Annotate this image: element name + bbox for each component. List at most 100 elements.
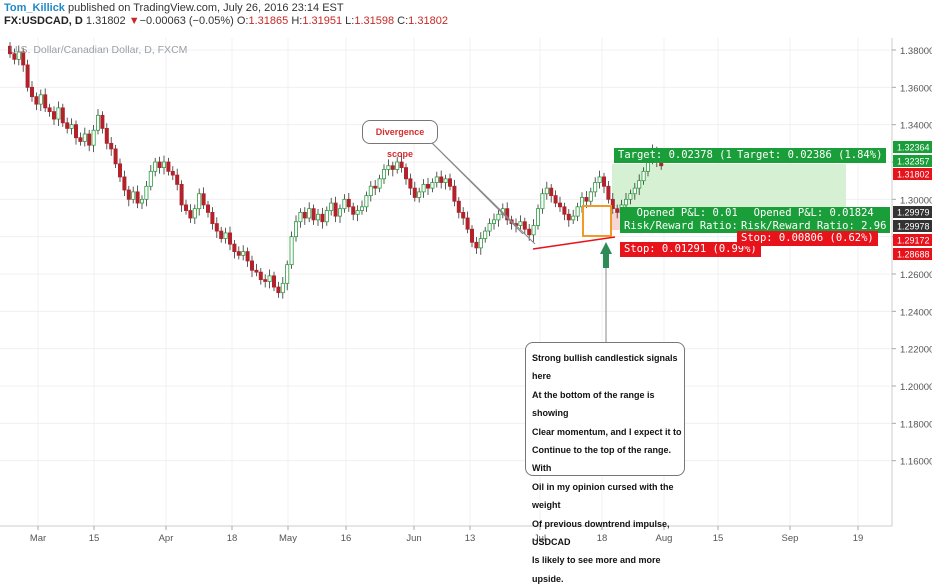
divergence-note[interactable]: Divergence scope xyxy=(362,120,438,159)
candle-body xyxy=(280,282,285,294)
candle-body xyxy=(135,191,140,204)
price-label-bg xyxy=(893,234,932,246)
analysis-line: Clear momentum, and I expect it to xyxy=(532,426,682,437)
candle-body xyxy=(249,260,254,271)
candle-body xyxy=(602,176,607,187)
candle-body xyxy=(412,187,417,198)
candle-body xyxy=(258,271,263,280)
price-change: −0.00063 (−0.05%) xyxy=(139,15,234,27)
candle-body xyxy=(139,198,144,204)
candle-body xyxy=(100,114,105,129)
candle-body xyxy=(263,279,268,282)
candle-body xyxy=(373,185,378,189)
candle-body xyxy=(483,230,488,239)
candle-body xyxy=(496,213,501,221)
candle-body xyxy=(403,167,408,180)
analysis-line: Oil in my opinion cursed with the weight xyxy=(532,481,674,511)
candle-body xyxy=(12,53,17,60)
highlight-box xyxy=(582,205,612,237)
candle-body xyxy=(43,94,48,109)
candle-body xyxy=(302,211,307,219)
candle-body xyxy=(166,161,171,172)
candle-body xyxy=(192,208,197,219)
candle-body xyxy=(285,264,290,284)
candle-body xyxy=(7,45,12,55)
candle-body xyxy=(522,221,527,230)
candle-body xyxy=(593,182,598,193)
candle-body xyxy=(157,161,162,168)
price-chart[interactable]: 1.380001.360001.340001.320001.300001.280… xyxy=(0,0,932,550)
x-tick-label: 15 xyxy=(713,533,724,544)
candle-body xyxy=(474,241,479,249)
candle-body xyxy=(377,178,382,189)
candle-body xyxy=(153,161,158,172)
analysis-note[interactable]: Strong bullish candlestick signals here A… xyxy=(525,342,685,584)
candle-body xyxy=(29,86,34,98)
candle-body xyxy=(637,180,642,189)
candle-body xyxy=(536,208,541,226)
trend-line xyxy=(532,236,616,250)
candle-body xyxy=(351,206,356,215)
analysis-line: Is likely to see more and more upside. xyxy=(532,555,661,584)
candle-body xyxy=(478,238,483,249)
candle-body xyxy=(201,193,206,206)
candle-body xyxy=(214,223,219,232)
candle-body xyxy=(606,185,611,200)
candle-body xyxy=(452,185,457,202)
candle-body xyxy=(439,176,444,183)
candle-body xyxy=(210,211,215,224)
low-label: L: xyxy=(345,15,355,27)
candle-body xyxy=(144,185,149,200)
x-tick-label: 19 xyxy=(853,533,864,544)
candle-body xyxy=(179,183,184,206)
candle-body xyxy=(175,174,180,185)
candle-body xyxy=(52,111,57,120)
left-target-label: Target: 0.02378 (1.83%) xyxy=(614,148,768,163)
x-tick-label: Apr xyxy=(159,533,174,544)
author-link[interactable]: Tom_Killick xyxy=(4,2,65,14)
candle-body xyxy=(461,211,466,219)
candle-body xyxy=(425,183,430,189)
x-tick-label: 13 xyxy=(465,533,476,544)
candle-body xyxy=(236,251,241,256)
price-label-bg xyxy=(893,141,932,153)
candle-body xyxy=(368,185,373,196)
candle-body xyxy=(188,210,193,219)
candle-body xyxy=(408,178,413,189)
candle-body xyxy=(307,208,312,219)
profit-zone xyxy=(612,164,846,208)
x-tick-label: Jul xyxy=(534,533,546,544)
x-tick-label: Sep xyxy=(782,533,799,544)
analysis-line: Strong bullish candlestick signals here xyxy=(532,353,678,382)
candle-body xyxy=(465,217,470,230)
candle-body xyxy=(241,251,246,256)
candle-body xyxy=(254,269,259,273)
candle-body xyxy=(298,211,303,223)
price-label-bg xyxy=(893,168,932,180)
candle-body xyxy=(87,133,92,146)
candle-body xyxy=(197,193,202,210)
candle-body xyxy=(628,193,633,200)
candle-body xyxy=(632,187,637,195)
candle-body xyxy=(443,178,448,183)
candle-body xyxy=(34,96,39,105)
candle-body xyxy=(430,182,435,189)
candle-body xyxy=(219,230,224,239)
candle-body xyxy=(575,206,580,217)
candle-body xyxy=(311,208,316,221)
candle-body xyxy=(227,232,232,245)
publish-info: published on TradingView.com, July 26, 2… xyxy=(68,2,344,14)
candle-body xyxy=(386,165,391,170)
candle-body xyxy=(359,206,364,211)
chart-title: U.S. Dollar/Canadian Dollar, D, FXCM xyxy=(10,44,188,56)
candle-body xyxy=(91,129,96,146)
candle-body xyxy=(487,223,492,232)
candle-body xyxy=(505,208,510,221)
x-tick-label: Aug xyxy=(656,533,673,544)
x-tick-label: 15 xyxy=(89,533,100,544)
right-target-label: Target: 0.02386 (1.84%) xyxy=(733,148,887,163)
price-label: 1.31802 xyxy=(897,170,930,180)
candle-body xyxy=(183,204,188,211)
candle-body xyxy=(148,170,153,187)
candle-body xyxy=(56,107,61,120)
